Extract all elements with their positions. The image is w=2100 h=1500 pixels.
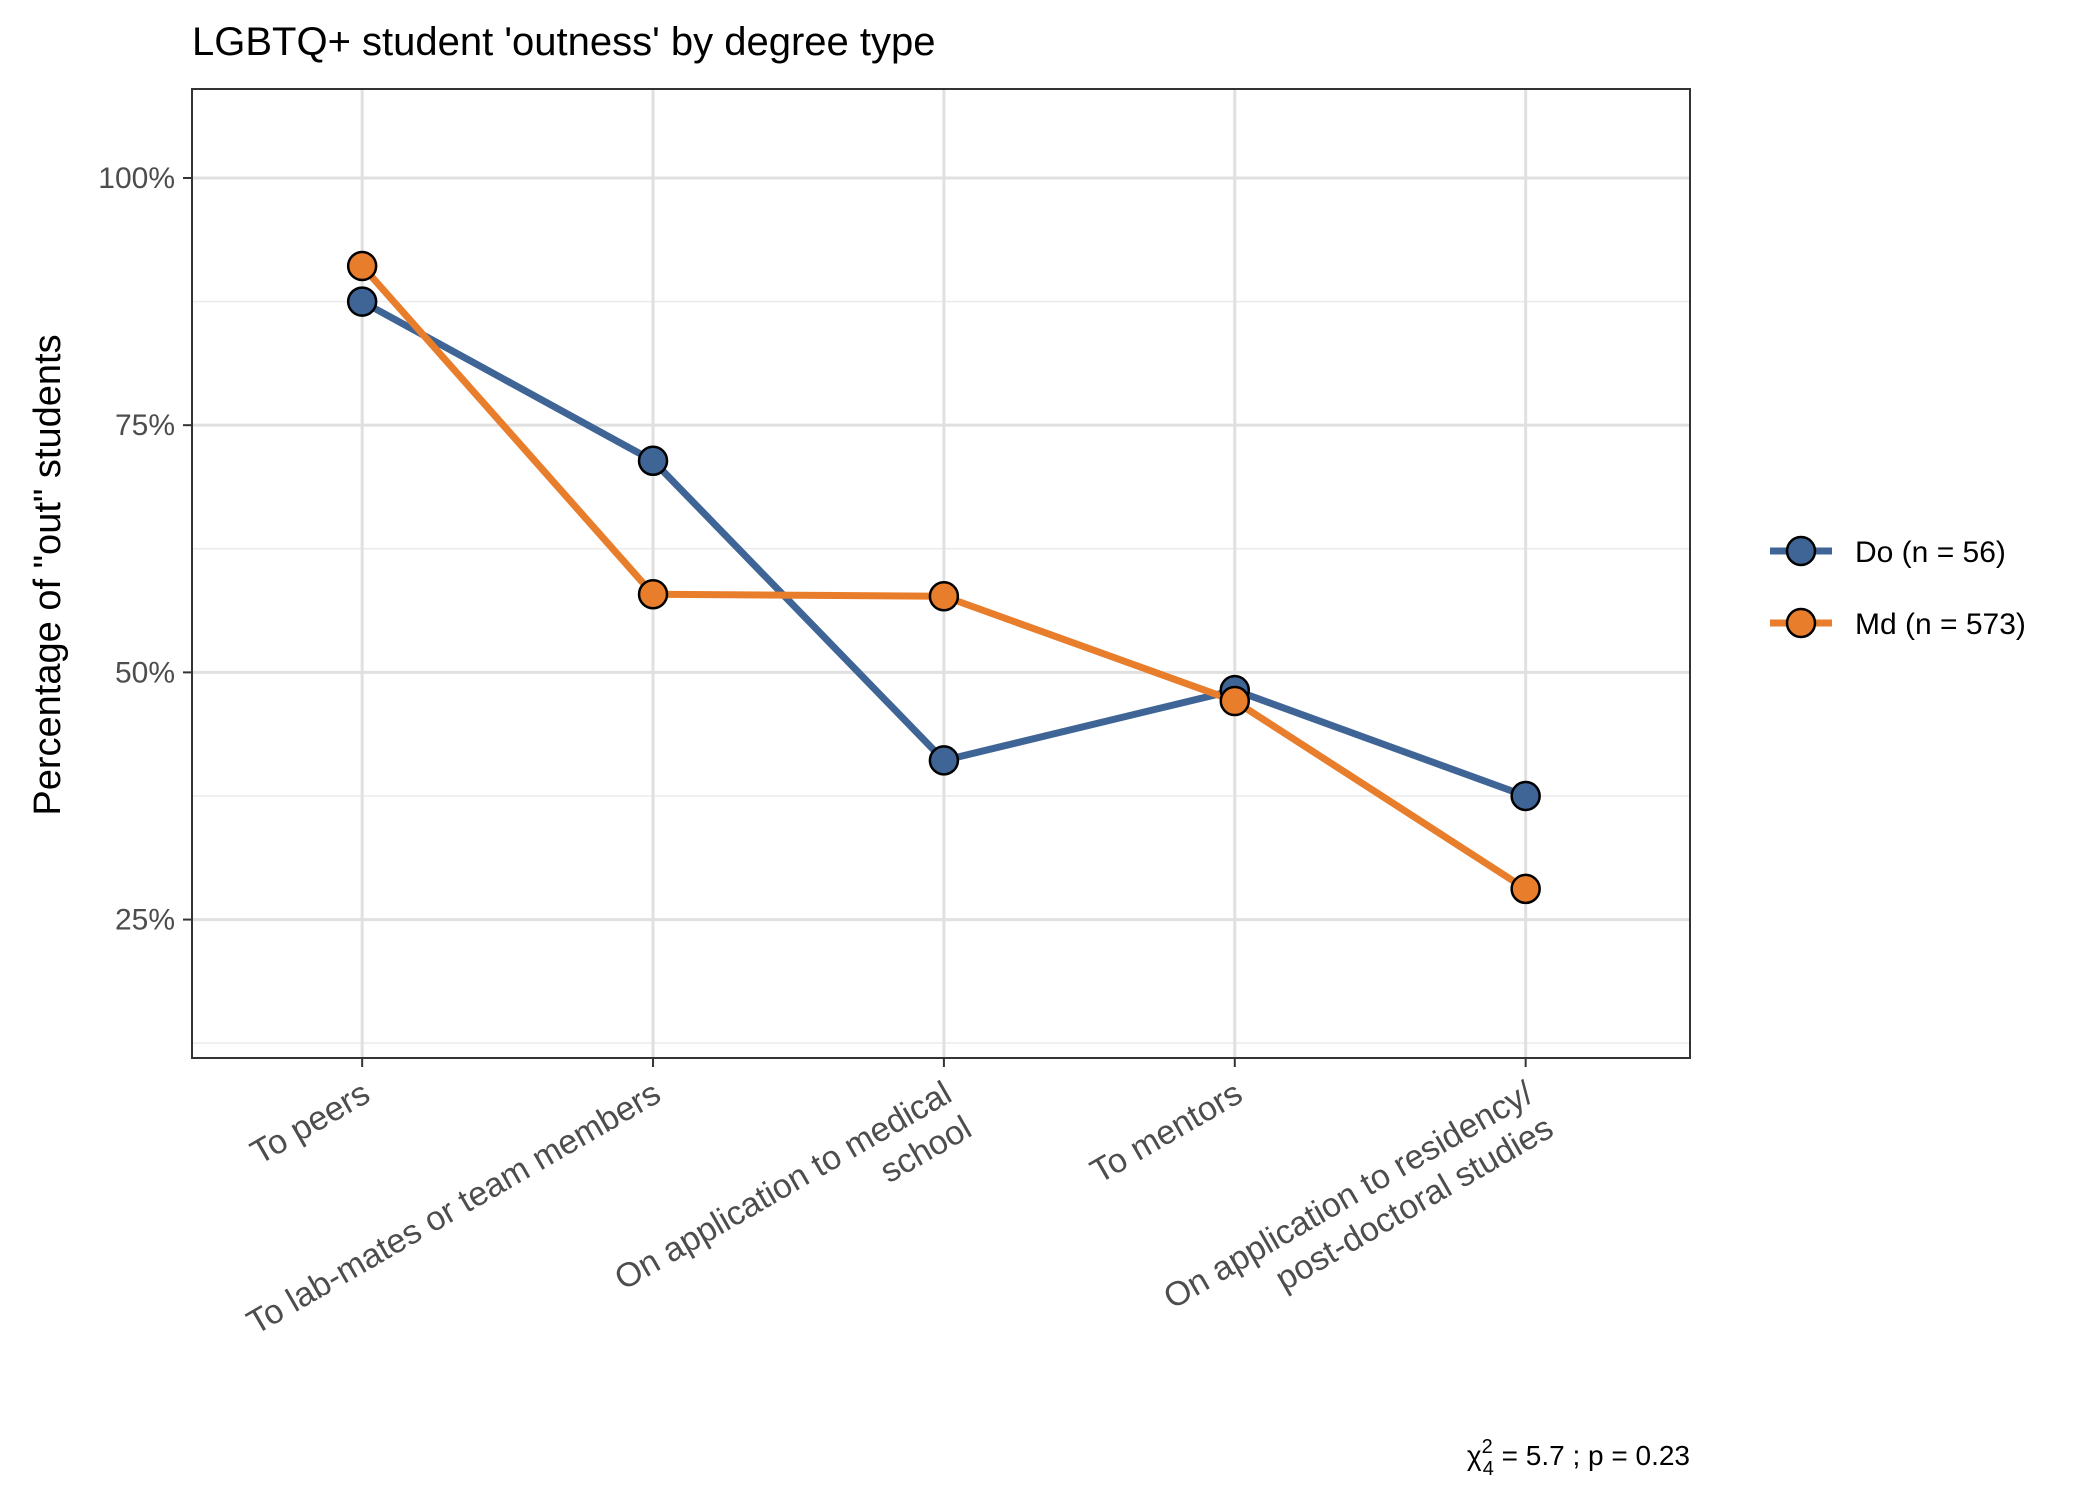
x-tick-label: To mentors	[1084, 1074, 1249, 1191]
data-point	[928, 580, 960, 612]
chart-title: LGBTQ+ student 'outness' by degree type	[192, 20, 936, 64]
plot-border	[191, 88, 1691, 1059]
gridlines	[192, 89, 1690, 1058]
legend-marker	[1785, 535, 1817, 567]
chi-superscript: 2	[1482, 1436, 1493, 1458]
legend-marker	[1785, 607, 1817, 639]
x-tick-label-line: To peers	[244, 1074, 376, 1172]
y-tick-label: 50%	[115, 656, 175, 689]
data-point	[346, 286, 378, 317]
data-point	[1219, 685, 1251, 717]
chi-value: = 5.7 ; p = 0.23	[1494, 1440, 1690, 1471]
chi-square-annotation: χ2 4 = 5.7 ; p = 0.23	[1467, 1436, 1690, 1480]
data-point	[346, 250, 378, 282]
data-point	[637, 579, 669, 610]
legend-label: Md (n = 573)	[1855, 608, 2026, 641]
y-axis-label: Percentage of "out" students	[27, 334, 69, 815]
chi-symbol: χ	[1467, 1440, 1482, 1471]
x-tick-label: On application to medicalschool	[608, 1074, 978, 1332]
data-point	[637, 445, 669, 477]
y-tick-label: 100%	[98, 162, 175, 195]
y-tick-label: 25%	[115, 904, 175, 937]
data-point	[1510, 873, 1541, 905]
x-tick-label: To peers	[244, 1074, 376, 1172]
legend-label: Do (n = 56)	[1855, 536, 2006, 569]
series-layer	[346, 250, 1541, 905]
y-tick-label: 75%	[115, 409, 175, 442]
x-tick-label-line: To mentors	[1084, 1074, 1249, 1191]
data-point	[1510, 780, 1541, 812]
plot-background	[192, 89, 1690, 1058]
data-point	[928, 745, 960, 776]
legend: Do (n = 56) Md (n = 573)	[1770, 535, 2026, 641]
chi-subscript: 4	[1483, 1458, 1494, 1480]
axes	[191, 88, 1691, 1059]
y-axis-ticks: 25% 50% 75% 100%	[98, 162, 192, 937]
